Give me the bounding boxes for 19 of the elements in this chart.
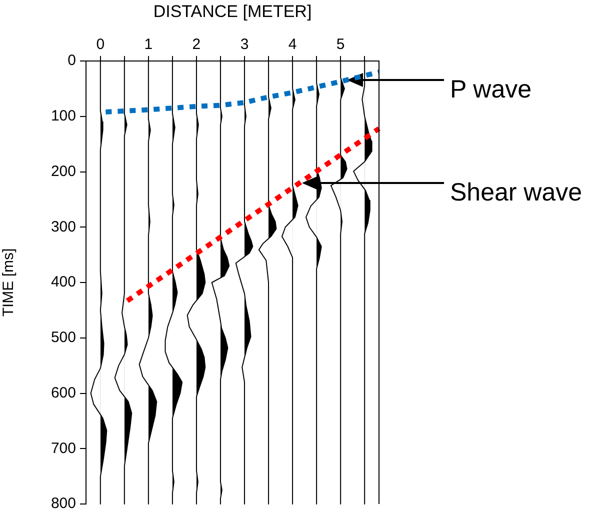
x-tick-label: 5 (336, 36, 345, 54)
y-tick-label: 400 (50, 274, 76, 291)
y-axis-title: TIME [ms] (0, 248, 18, 317)
y-tick-label: 600 (50, 384, 76, 402)
y-tick-label: 100 (50, 108, 76, 125)
x-tick-label: 2 (192, 36, 201, 54)
x-tick-label: 0 (96, 36, 105, 54)
y-tick-label: 700 (50, 440, 76, 457)
x-tick-label: 4 (288, 36, 297, 54)
y-tick-label: 500 (50, 329, 76, 346)
y-tick-label: 0 (68, 52, 76, 70)
x-axis-title: DISTANCE [METER] (153, 2, 312, 21)
text: P wave (450, 76, 532, 104)
x-tick-label: 3 (240, 36, 249, 54)
y-tick-label: 800 (50, 495, 76, 512)
y-tick-label: 200 (50, 162, 76, 180)
x-tick-label: 1 (144, 36, 153, 54)
text: Shear wave (450, 178, 582, 208)
y-tick-label: 300 (50, 218, 76, 236)
